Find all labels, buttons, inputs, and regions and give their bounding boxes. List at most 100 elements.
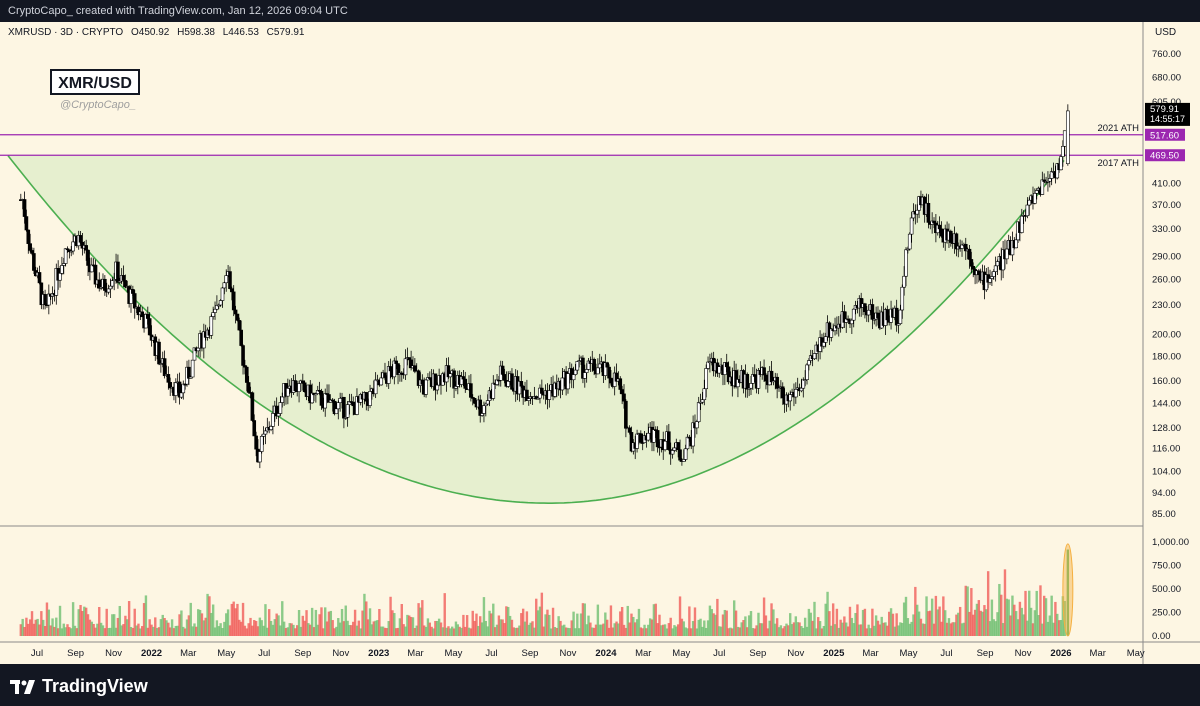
volume-bar (415, 625, 418, 636)
candle-body (162, 358, 167, 377)
price-tick-label: 104.00 (1152, 467, 1181, 478)
candle-body (86, 249, 90, 266)
volume-bar (846, 626, 850, 636)
candle-body (24, 216, 29, 231)
volume-bar (958, 606, 962, 636)
watermark-box (50, 69, 140, 95)
volume-bar (241, 602, 245, 636)
volume-bar (841, 622, 844, 636)
candle-body (519, 381, 524, 387)
volume-bar (527, 624, 530, 636)
volume-bar (889, 608, 893, 636)
candle-body (30, 250, 34, 254)
candle-body (224, 275, 229, 284)
volume-bar (447, 626, 450, 636)
volume-bar (273, 619, 276, 636)
time-tick-label: May (900, 648, 918, 659)
candle-body (775, 376, 779, 389)
volume-bar (1014, 611, 1018, 636)
legend-open: O450.92 (131, 27, 170, 38)
volume-bar (891, 613, 895, 636)
volume-bar (667, 623, 671, 636)
volume-bar (540, 592, 544, 636)
price-axis-ticks: 760.00 680.00 605.00 410.00 370.00 330.00 290.… (1152, 49, 1181, 520)
volume-bar (1054, 601, 1057, 636)
volume-bar (998, 583, 1001, 636)
volume-bar (697, 619, 700, 636)
volume-bar (1066, 549, 1070, 636)
volume-bar (264, 604, 267, 636)
time-tick-label: May (444, 648, 462, 659)
volume-bar (286, 627, 290, 636)
candle-body (902, 275, 906, 288)
volume-bar (518, 625, 521, 636)
volume-bar (152, 626, 155, 636)
volume-bar (389, 596, 392, 636)
volume-bar (908, 623, 911, 636)
volume-bar (968, 611, 971, 636)
candle-body (866, 309, 871, 316)
price-tick-label: 116.00 (1152, 444, 1180, 455)
volume-bar (324, 607, 327, 636)
volume-bar (1041, 623, 1044, 636)
volume-bar (155, 628, 159, 636)
volume-bar (775, 618, 779, 636)
time-tick-label: 2025 (823, 648, 845, 659)
price-tick-label: 680.00 (1152, 72, 1181, 83)
candle-body (977, 270, 981, 275)
volume-bar (217, 626, 220, 636)
candle-body (622, 393, 626, 402)
volume-bar (966, 586, 969, 636)
chart-canvas[interactable]: 2021 ATH 2017 ATH 760.00 680.00 605.00 410.… (0, 22, 1200, 664)
candle-body (663, 440, 667, 451)
volume-bar (305, 610, 308, 636)
tradingview-logo[interactable]: TradingView (10, 676, 148, 697)
volume-bar (645, 628, 648, 636)
volume-bar (122, 624, 125, 636)
volume-bar (1052, 622, 1055, 636)
volume-bar (548, 614, 551, 636)
volume-bar (297, 610, 301, 636)
axes-frame (0, 22, 1200, 664)
legend-high: H598.38 (177, 27, 215, 38)
candle-body (672, 447, 677, 451)
volume-bar (990, 599, 994, 636)
volume-bar (225, 613, 228, 636)
volume-bar (669, 617, 672, 636)
volume-bar (658, 614, 661, 636)
volume-tick-label: 750.00 (1152, 561, 1181, 572)
volume-bar (200, 613, 204, 636)
volume-bar (762, 597, 766, 636)
volume-bar (58, 605, 62, 636)
volume-bar (568, 628, 572, 636)
candle-body (780, 386, 785, 399)
volume-bar (176, 625, 179, 636)
volume-bar (49, 625, 52, 636)
volume-bar (768, 620, 771, 636)
volume-bar (193, 623, 196, 636)
volume-bar (1011, 595, 1014, 636)
volume-bar (84, 607, 88, 636)
volume-bar (462, 614, 465, 636)
candle-body (89, 264, 94, 273)
candle-body (900, 286, 905, 311)
volume-bar (945, 622, 949, 636)
candle-body (823, 336, 828, 343)
candle-body (323, 393, 328, 409)
volume-bar (503, 623, 506, 636)
candle-body (84, 245, 88, 251)
volume-bar (376, 620, 379, 636)
volume-bar (27, 623, 30, 636)
candle-body (1066, 110, 1070, 165)
volume-bar (342, 621, 346, 636)
volume-bar (710, 609, 713, 636)
time-tick-label: Mar (635, 648, 651, 659)
candle-body (1005, 248, 1009, 260)
volume-bar (47, 609, 51, 636)
volume-bar (529, 622, 532, 636)
chart-area[interactable]: 2021 ATH 2017 ATH 760.00 680.00 605.00 410.… (0, 22, 1200, 664)
volume-bar (327, 611, 331, 636)
volume-bar (510, 619, 514, 636)
volume-bar (589, 622, 592, 636)
volume-bar (251, 625, 254, 636)
